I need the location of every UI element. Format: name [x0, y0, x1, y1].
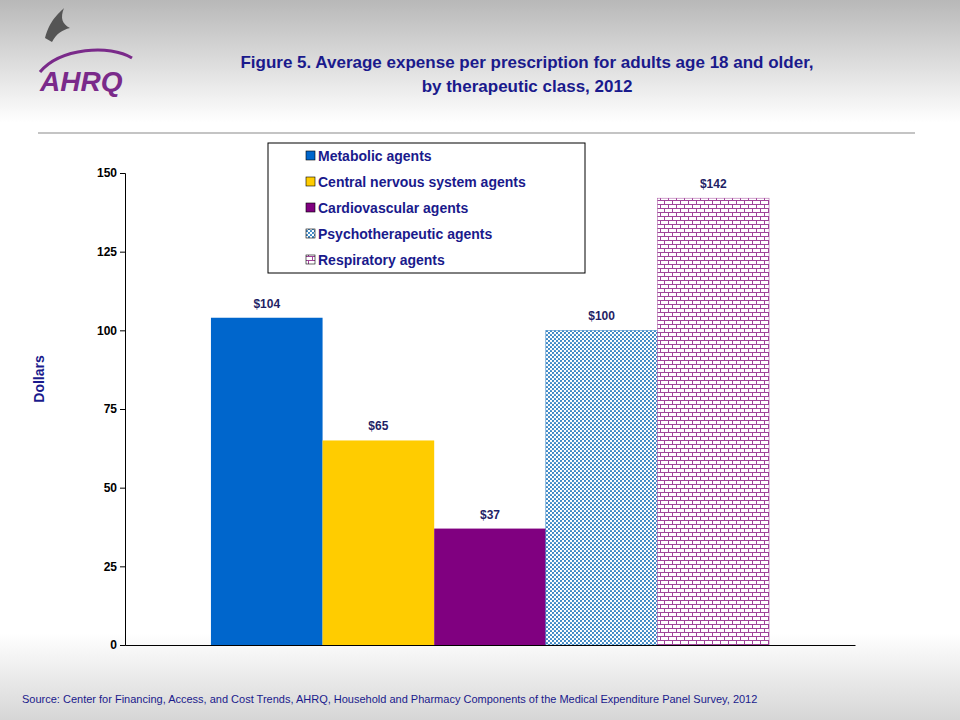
y-tick-label: 150 [97, 166, 117, 180]
bar [434, 529, 546, 645]
y-tick-label: 100 [97, 324, 117, 338]
title-line: Figure 5. Average expense per prescripti… [240, 53, 813, 72]
legend-label: Central nervous system agents [318, 174, 526, 190]
separator [38, 132, 915, 134]
y-tick-label: 50 [104, 481, 118, 495]
y-axis-line [120, 174, 126, 646]
bar [546, 330, 658, 645]
bar [211, 318, 323, 645]
legend-swatch [306, 151, 315, 160]
data-label: $100 [588, 309, 615, 323]
bar [323, 440, 435, 645]
y-tick-mark [120, 645, 125, 646]
legend-label: Cardiovascular agents [318, 200, 468, 216]
background [0, 0, 960, 720]
legend-label: Metabolic agents [318, 148, 432, 164]
y-tick: 50 [104, 481, 125, 495]
x-axis [126, 645, 856, 647]
y-tick-label: 125 [97, 245, 117, 259]
y-axis: 0 25 50 75 100 125 150 [97, 166, 126, 652]
legend-label: Respiratory agents [318, 252, 445, 268]
y-tick-mark [120, 252, 125, 253]
y-tick-mark [120, 566, 125, 567]
title-line: by therapeutic class, 2012 [422, 77, 633, 96]
data-label: $104 [253, 297, 280, 311]
y-tick: 0 [110, 638, 125, 652]
logo-emblem [45, 8, 70, 42]
legend-swatch [306, 229, 315, 238]
y-tick-label: 0 [110, 638, 117, 652]
logo-text: AHRQ [39, 66, 123, 97]
title: Figure 5. Average expense per prescripti… [240, 53, 813, 96]
logo: AHRQ [39, 8, 132, 97]
y-tick: 100 [97, 324, 125, 338]
y-tick-mark [120, 488, 125, 489]
data-label: $65 [368, 419, 388, 433]
data-label: $37 [480, 508, 500, 522]
bar [657, 198, 769, 645]
legend-swatch [306, 203, 315, 212]
y-tick-label: 25 [104, 560, 118, 574]
source: Source: Center for Financing, Access, an… [22, 693, 757, 705]
y-tick-mark [120, 173, 125, 174]
y-tick: 125 [97, 245, 125, 259]
data-labels: $104 $65 $37 $100 $142 [253, 177, 727, 521]
legend-label: Psychotherapeutic agents [318, 226, 492, 242]
y-tick-mark [120, 330, 125, 331]
y-tick-label: 75 [104, 402, 118, 416]
legend-swatch [306, 255, 315, 264]
y-axis-title: Dollars [31, 355, 47, 403]
y-tick: 75 [104, 402, 125, 416]
y-tick: 150 [97, 166, 125, 180]
legend-box [268, 143, 585, 273]
legend: Metabolic agents Central nervous system a… [268, 143, 585, 273]
x-axis-line [126, 645, 856, 646]
chart: AHRQ Figure 5. Average expense per prescr… [0, 0, 960, 720]
data-label: $142 [700, 177, 727, 191]
y-tick: 25 [104, 560, 125, 574]
y-tick-mark [120, 409, 125, 410]
legend-swatch [306, 177, 315, 186]
